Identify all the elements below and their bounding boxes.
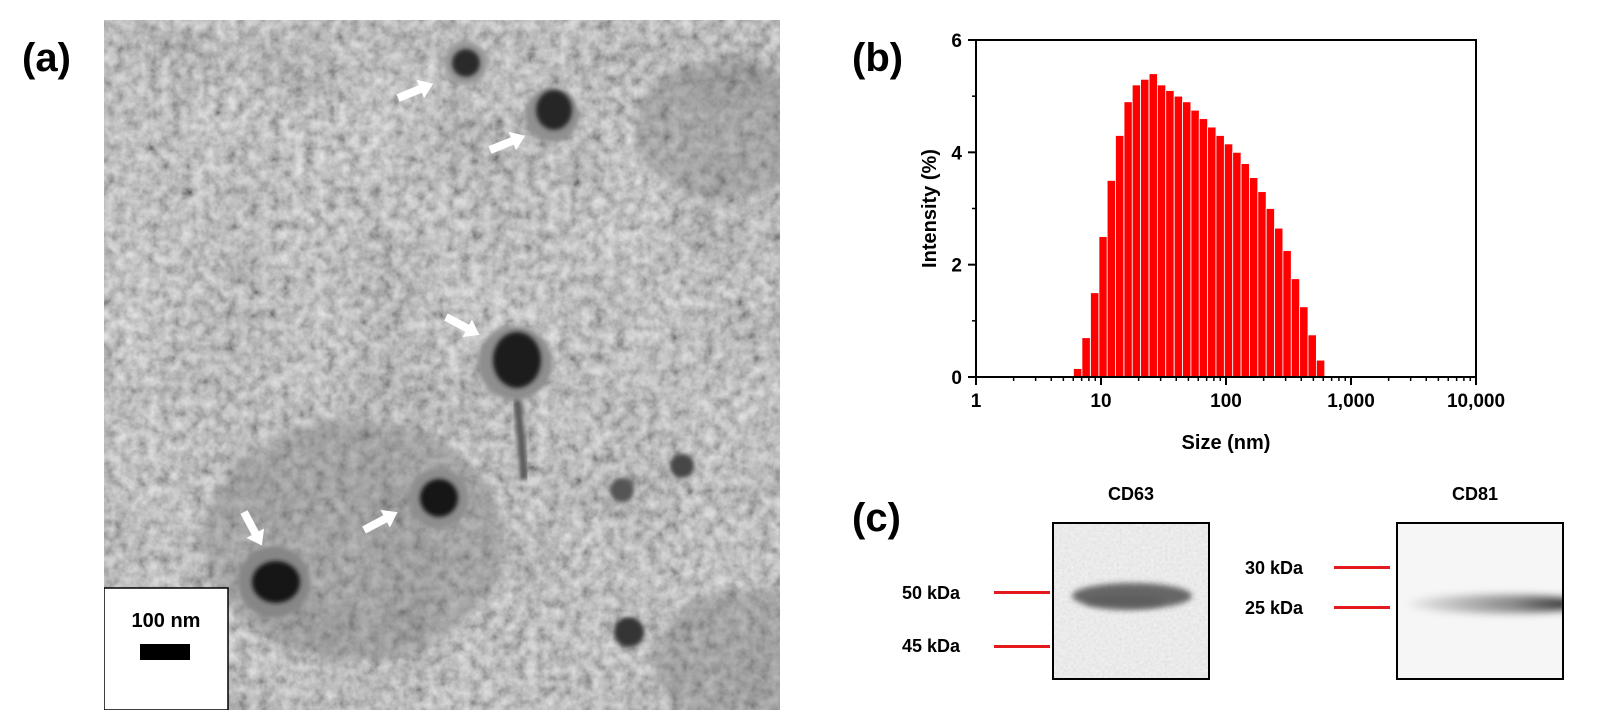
blot-title-cd81: CD81: [1451, 484, 1499, 504]
histogram-bar: [1299, 306, 1309, 378]
marker-line-30kda: [1334, 566, 1390, 569]
histogram-bar: [1090, 292, 1100, 378]
histogram-bar: [1223, 143, 1234, 378]
x-tick-label: 10,000: [1447, 391, 1505, 412]
histogram-bar: [1315, 359, 1326, 378]
bar-series: [1073, 73, 1326, 378]
marker-50kda: 50 kDa: [902, 583, 961, 603]
scale-bar-label: 100 nm: [132, 610, 201, 632]
blot-title-cd63: CD63: [1107, 484, 1155, 504]
y-axis: 0 2 4 6: [951, 31, 976, 389]
histogram-bar: [1140, 78, 1150, 378]
marker-30kda: 30 kDa: [1245, 558, 1304, 578]
marker-45kda: 45 kDa: [902, 636, 961, 656]
histogram-bar: [1081, 337, 1091, 378]
blot-cd81: [1396, 522, 1564, 680]
x-tick-label: 1: [971, 391, 982, 412]
histogram-bar: [1165, 90, 1175, 378]
x-axis: 1 10 100 1,000 10,000: [971, 377, 1505, 412]
histogram-bar: [1240, 163, 1250, 378]
histogram-bar: [1115, 135, 1125, 378]
histogram-bar: [1106, 180, 1116, 378]
blot-cd63-image: [1054, 524, 1208, 678]
y-tick-label: 4: [951, 143, 962, 164]
histogram-bar: [1307, 334, 1317, 378]
tem-micrograph: 100 nm: [104, 20, 780, 710]
dls-chart: 1 10 100 1,000 10,000 0 2 4 6 Size (nm) Intensi…: [919, 31, 1505, 454]
histogram-bar: [1257, 191, 1267, 378]
panel-c-label: (c): [852, 496, 901, 540]
marker-line-25kda: [1334, 606, 1390, 609]
histogram-bar: [1148, 73, 1158, 378]
x-tick-label: 100: [1210, 391, 1242, 412]
histogram-bar: [1173, 95, 1183, 378]
histogram-bar: [1098, 236, 1108, 378]
histogram-bar: [1282, 250, 1292, 378]
blot-cd63: [1052, 522, 1210, 680]
histogram-bar: [1073, 368, 1083, 378]
histogram-bar: [1265, 208, 1275, 378]
y-tick-label: 0: [951, 368, 962, 389]
x-axis-label: Size (nm): [1182, 432, 1271, 454]
marker-line-45kda: [994, 645, 1050, 648]
y-axis-label: Intensity (%): [919, 149, 941, 268]
histogram-bar: [1207, 126, 1217, 378]
y-tick-label: 2: [951, 256, 962, 277]
x-tick-label: 1,000: [1327, 391, 1375, 412]
histogram-bar: [1182, 101, 1192, 378]
y-tick-label: 6: [951, 31, 962, 52]
panel-b-label: (b): [852, 36, 904, 80]
histogram-bar: [1215, 135, 1225, 378]
histogram-bar: [1274, 227, 1284, 378]
histogram-bar: [1232, 151, 1242, 378]
blot-cd81-image: [1398, 524, 1562, 678]
histogram-bar: [1198, 118, 1209, 378]
histogram-bar: [1156, 84, 1167, 378]
marker-line-50kda: [994, 591, 1050, 594]
histogram-bar: [1249, 177, 1259, 378]
scale-bar-mark: [140, 644, 190, 660]
histogram-bar: [1190, 109, 1200, 378]
arrow-group: [240, 79, 526, 546]
histogram-bar: [1290, 278, 1301, 378]
histogram-bar: [1123, 101, 1133, 378]
histogram-bar: [1131, 84, 1141, 378]
x-tick-label: 10: [1090, 391, 1111, 412]
panel-a-label: (a): [22, 36, 71, 80]
marker-25kda: 25 kDa: [1245, 598, 1304, 618]
scale-bar: 100 nm: [104, 587, 229, 710]
vesicle-group: [238, 41, 694, 647]
